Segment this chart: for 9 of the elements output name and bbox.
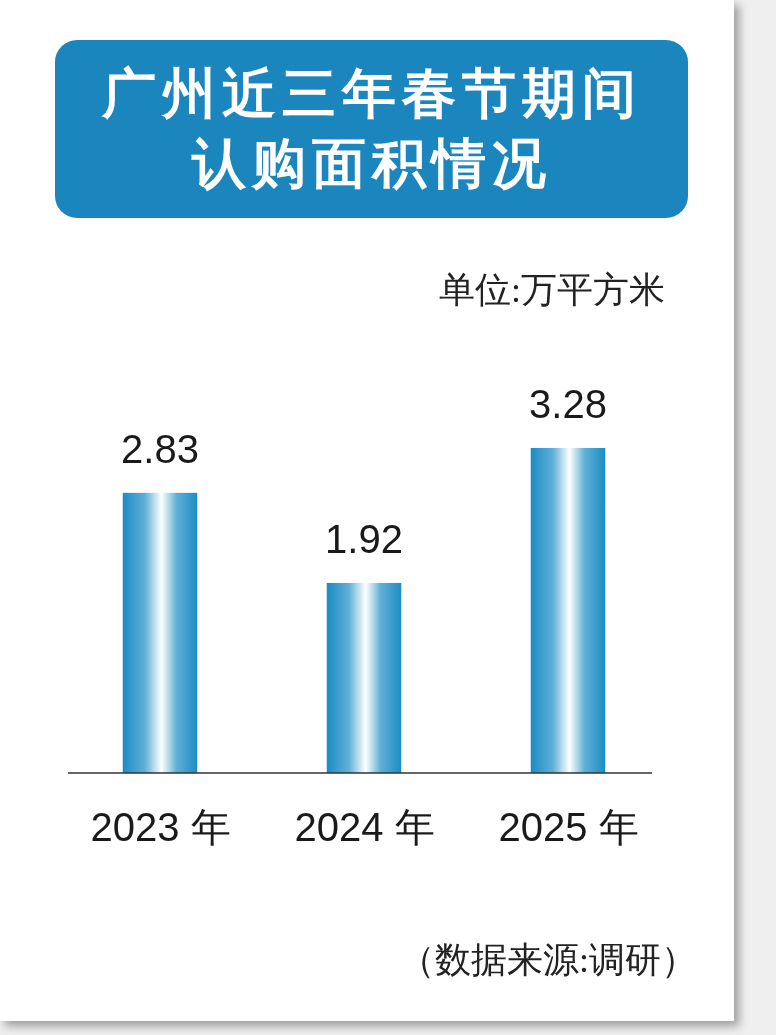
chart-subtitle: 单位:万平方米 xyxy=(438,270,665,310)
chart-title: 广州近三年春节期间认购面积情况 xyxy=(100,61,643,197)
x-tick-label: 2025 年 xyxy=(498,805,639,850)
data-label: 2.83 xyxy=(121,426,199,471)
x-tick-label: 2024 年 xyxy=(294,805,435,850)
data-label: 3.28 xyxy=(529,382,607,426)
x-tick-label: 2023 年 xyxy=(90,805,231,850)
data-label: 1.92 xyxy=(325,516,403,561)
text: （数据来源:调研） xyxy=(398,940,697,980)
